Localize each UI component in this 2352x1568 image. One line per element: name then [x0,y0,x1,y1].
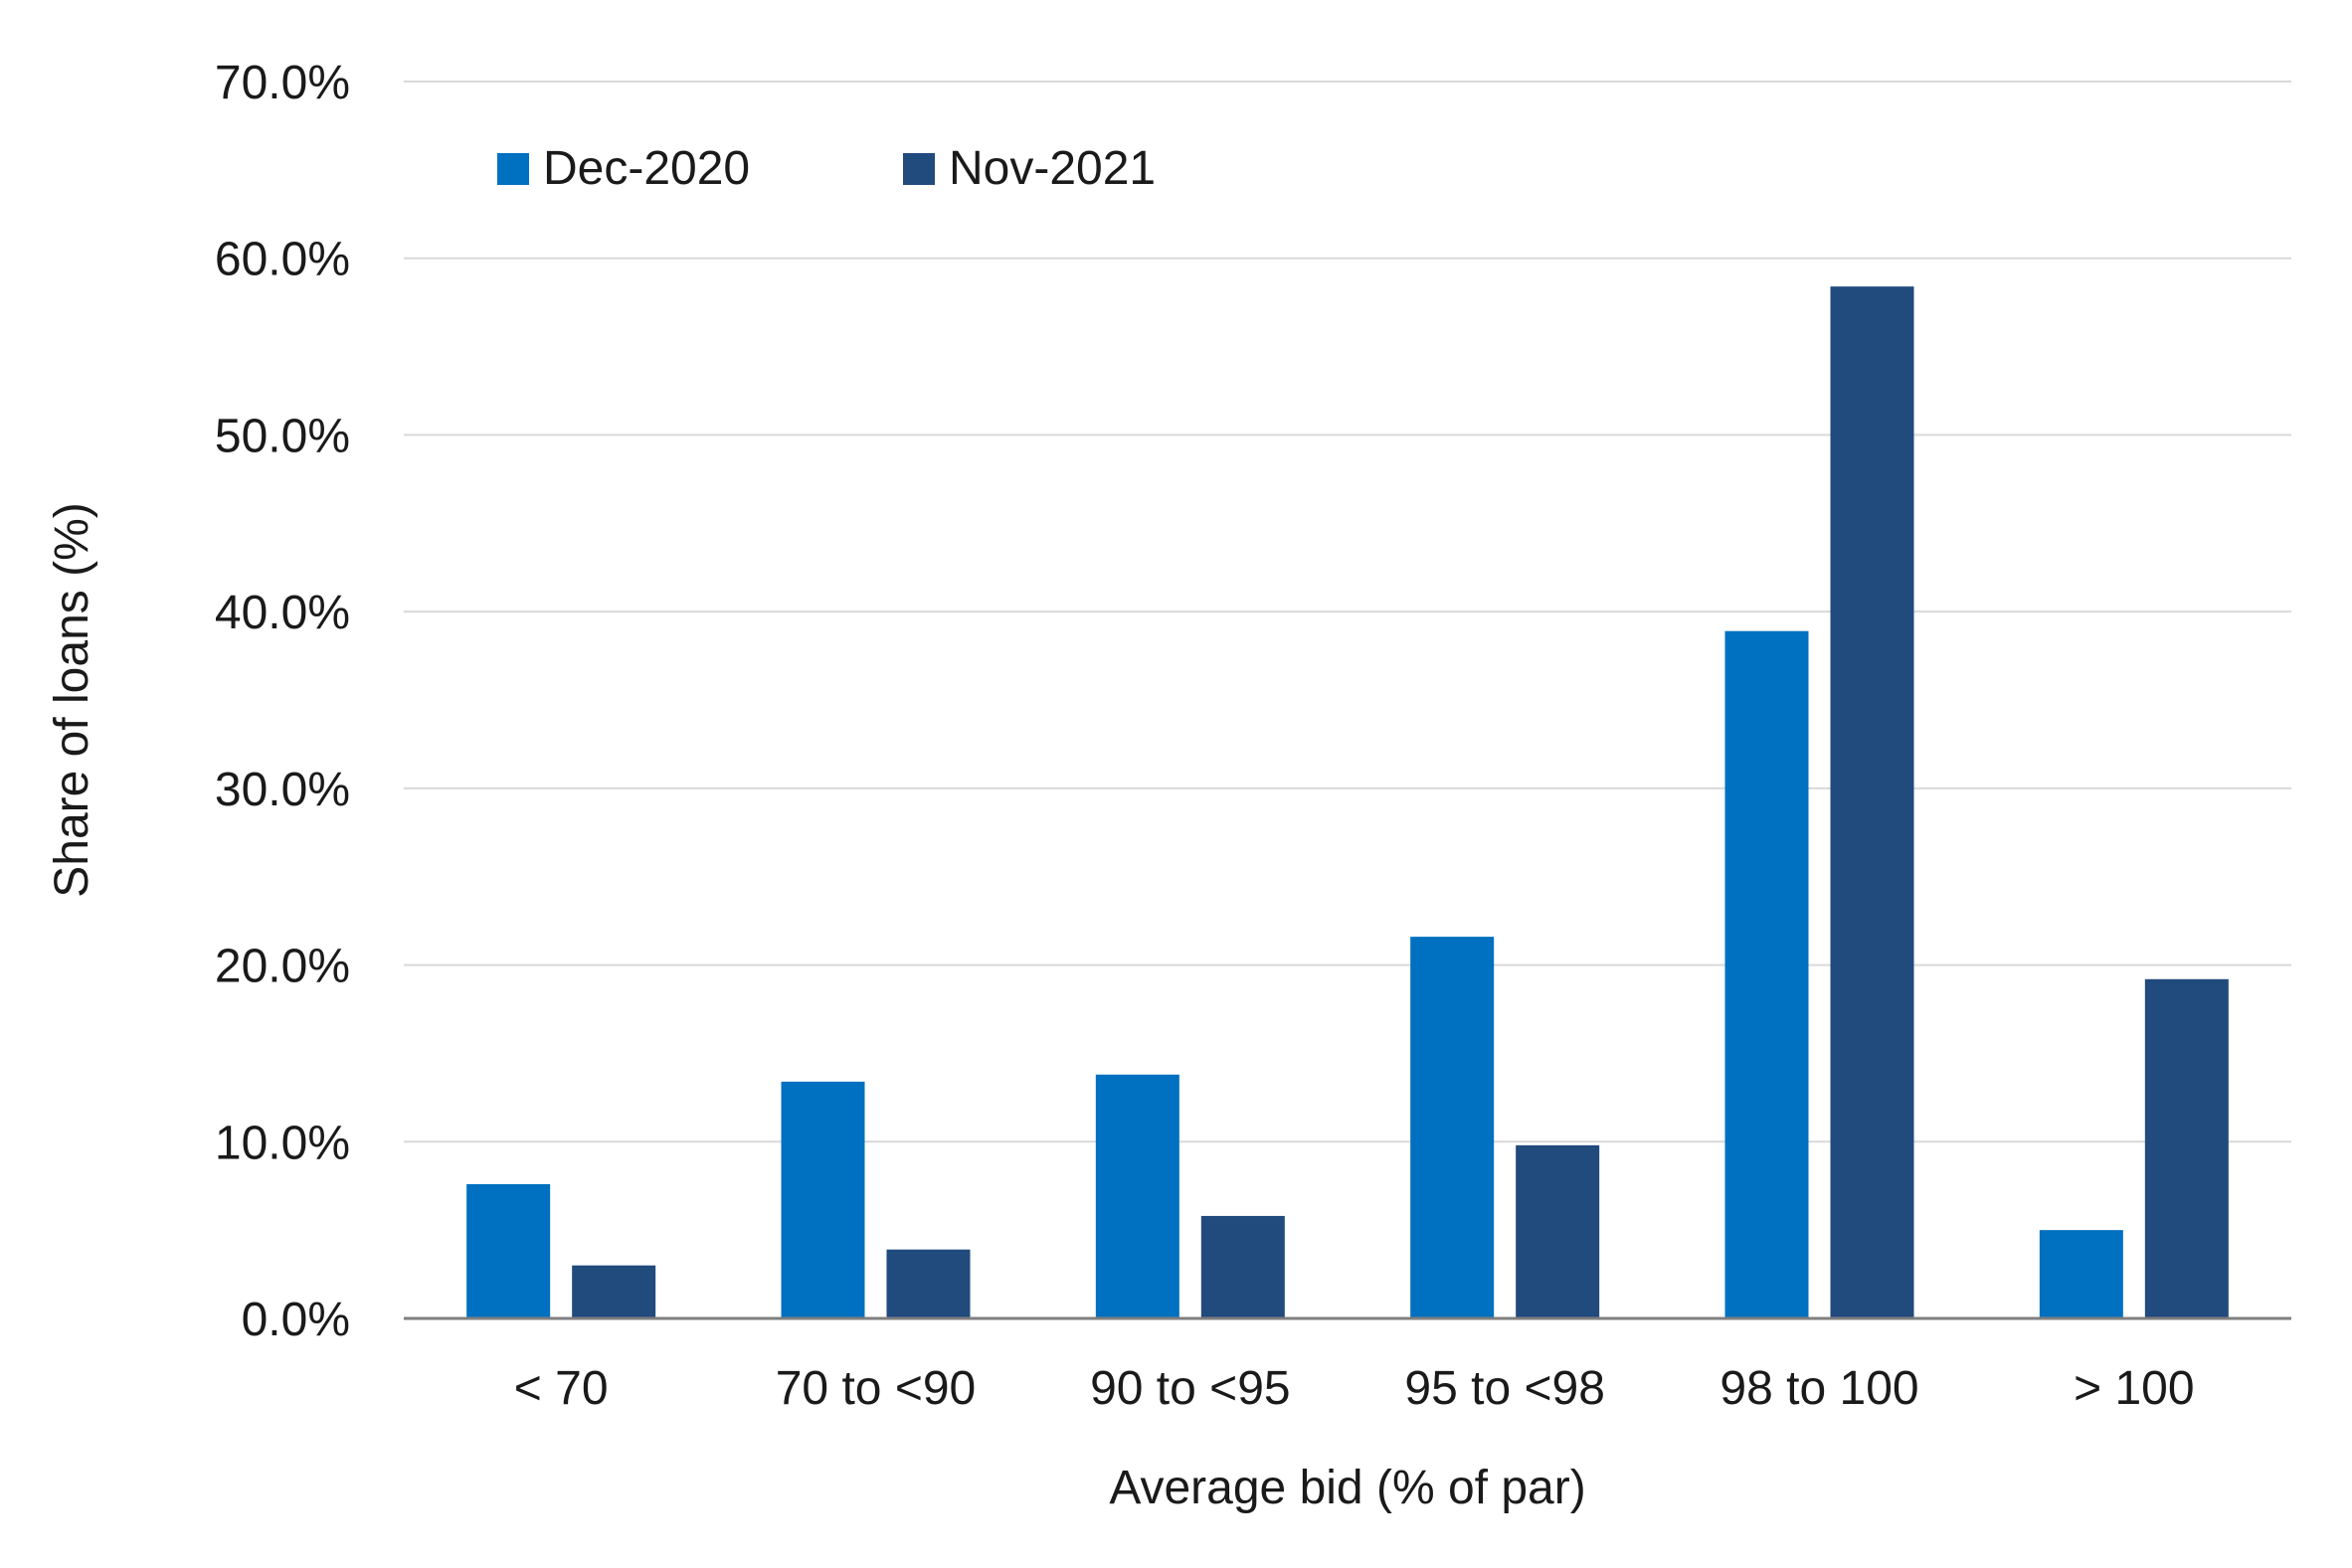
y-tick-label: 30.0% [215,764,350,816]
y-tick-label: 60.0% [215,234,350,286]
y-axis-title: Share of loans (%) [46,502,98,898]
legend: Dec-2020 Nov-2021 [497,142,1156,195]
x-tick-label: 98 to 100 [1719,1362,1918,1415]
bars [466,286,2229,1318]
legend-swatch-dec-2020 [497,153,529,185]
y-tick-label: 70.0% [215,57,350,109]
bar-dec-2020 [1095,1074,1179,1318]
legend-label: Dec-2020 [543,142,750,195]
legend-swatch-nov-2021 [903,153,935,185]
bar-dec-2020 [466,1183,551,1318]
y-tick-label: 40.0% [215,587,350,639]
y-tick-label: 20.0% [215,941,350,993]
bar-nov-2021 [1830,286,1914,1318]
bar-nov-2021 [1200,1215,1285,1318]
x-tick-label: 70 to <90 [776,1362,977,1415]
x-tick-label: < 70 [514,1362,609,1415]
bar-dec-2020 [781,1081,865,1318]
x-tick-label: 95 to <98 [1404,1362,1605,1415]
y-tick-label: 10.0% [215,1117,350,1169]
x-axis-title: Average bid (% of par) [1109,1462,1585,1514]
x-tick-label: > 100 [2074,1362,2194,1415]
x-tick-labels: < 70 70 to <90 90 to <95 95 to <98 98 to 100… [514,1362,2195,1415]
bar-nov-2021 [886,1249,971,1318]
bar-dec-2020 [1724,630,1809,1318]
y-tick-labels: 0.0% 10.0% 20.0% 30.0% 40.0% 50.0% 60.0% 70.0% [215,57,350,1346]
x-tick-label: 90 to <95 [1090,1362,1291,1415]
y-tick-label: 50.0% [215,410,350,462]
bar-nov-2021 [2144,978,2229,1318]
bar-nov-2021 [1516,1144,1600,1318]
bar-dec-2020 [2039,1230,2123,1318]
y-tick-label: 0.0% [242,1294,350,1346]
bar-nov-2021 [572,1265,656,1318]
legend-label: Nov-2021 [949,142,1156,195]
bar-dec-2020 [1410,937,1495,1318]
gridlines [404,81,2291,1143]
